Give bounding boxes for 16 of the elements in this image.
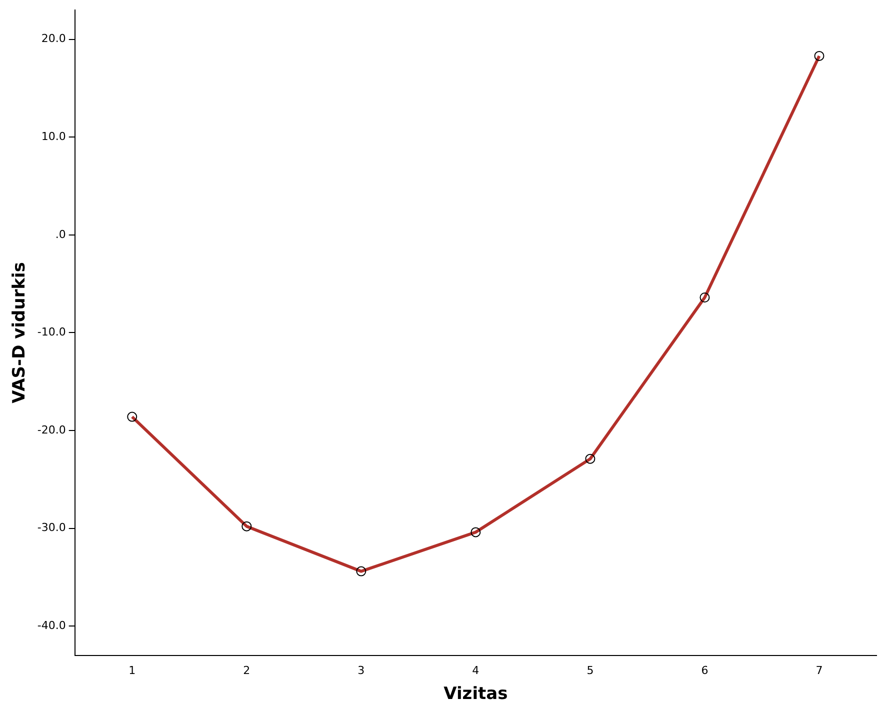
- x-tick-label: 1: [128, 664, 136, 677]
- x-tick-label: 6: [701, 664, 708, 677]
- y-tick-label: 10.0: [41, 130, 66, 143]
- y-tick-label: -30.0: [37, 521, 66, 534]
- y-axis-title: VAS-D vidurkis: [10, 262, 30, 404]
- x-axis-title: Vizitas: [444, 684, 508, 704]
- y-tick-label: .0: [55, 228, 66, 241]
- y-tick-label: -40.0: [37, 618, 66, 632]
- x-tick-label: 5: [586, 664, 594, 677]
- y-tick-label: -10.0: [37, 326, 66, 339]
- x-tick-label: 7: [816, 664, 823, 677]
- y-tick-label: -20.0: [37, 423, 66, 436]
- x-tick-label: 3: [358, 664, 365, 677]
- y-tick-label: 20.0: [41, 32, 66, 46]
- x-tick-label: 4: [472, 664, 480, 677]
- x-tick-label: 2: [243, 664, 250, 677]
